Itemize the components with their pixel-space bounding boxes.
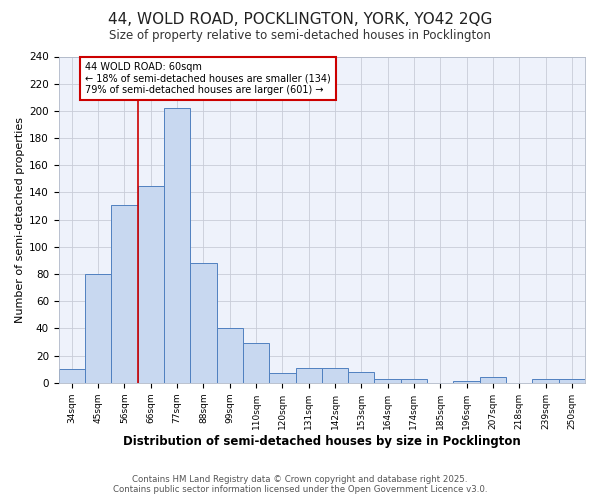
Bar [137,186,164,383]
Bar [348,372,374,383]
Bar [374,379,401,383]
Text: Size of property relative to semi-detached houses in Pocklington: Size of property relative to semi-detach… [109,29,491,42]
Y-axis label: Number of semi-detached properties: Number of semi-detached properties [15,116,25,322]
Bar [454,382,480,383]
Bar [269,374,296,383]
Bar [532,379,559,383]
Bar [85,274,111,383]
Bar [111,204,137,383]
Bar [296,368,322,383]
Text: Contains HM Land Registry data © Crown copyright and database right 2025.
Contai: Contains HM Land Registry data © Crown c… [113,474,487,494]
Text: 44, WOLD ROAD, POCKLINGTON, YORK, YO42 2QG: 44, WOLD ROAD, POCKLINGTON, YORK, YO42 2… [108,12,492,28]
Text: 44 WOLD ROAD: 60sqm
← 18% of semi-detached houses are smaller (134)
79% of semi-: 44 WOLD ROAD: 60sqm ← 18% of semi-detach… [85,62,331,95]
X-axis label: Distribution of semi-detached houses by size in Pocklington: Distribution of semi-detached houses by … [123,434,521,448]
Bar [217,328,243,383]
Bar [164,108,190,383]
Bar [190,263,217,383]
Bar [322,368,348,383]
Bar [59,369,85,383]
Bar [401,379,427,383]
Bar [243,344,269,383]
Bar [480,378,506,383]
Bar [559,379,585,383]
